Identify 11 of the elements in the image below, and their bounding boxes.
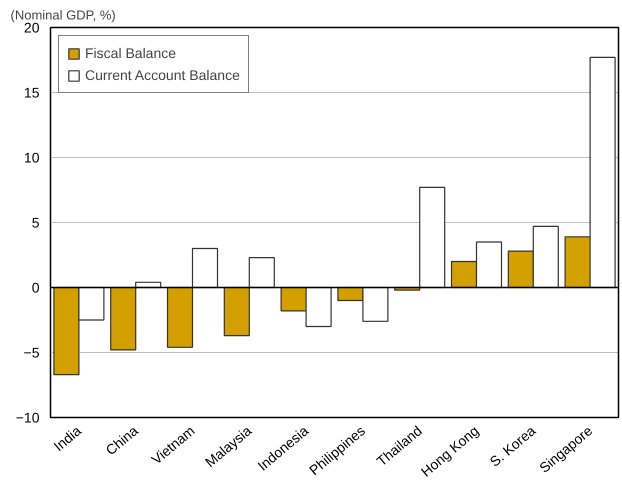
legend-label: Current Account Balance [85, 66, 240, 84]
y-tick-label: 20 [24, 20, 40, 36]
y-tick-label: −10 [16, 410, 40, 426]
legend-label: Fiscal Balance [85, 44, 176, 62]
chart-title: (Nominal GDP, %) [10, 8, 116, 22]
x-tick-label: India [50, 422, 84, 454]
y-tick-label: 0 [32, 280, 40, 296]
y-tick-label: −5 [24, 344, 40, 360]
y-tick-label: 10 [24, 150, 40, 166]
y-tick-label: 15 [24, 84, 40, 100]
y-tick-label: 5 [32, 214, 40, 230]
